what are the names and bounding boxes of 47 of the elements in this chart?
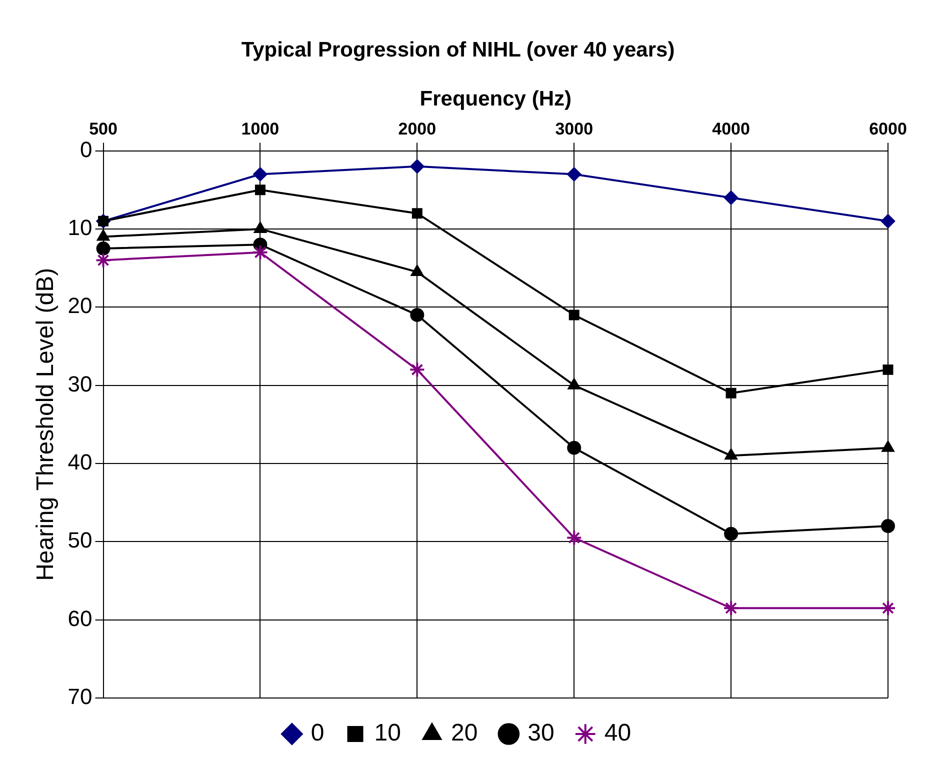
point <box>252 244 268 260</box>
point <box>96 242 110 256</box>
point <box>723 600 740 616</box>
point <box>881 214 895 228</box>
point <box>568 310 580 320</box>
point <box>724 526 738 541</box>
y-tick-label: 50 <box>68 528 92 553</box>
point <box>95 252 112 268</box>
legend-label: 30 <box>528 720 554 747</box>
x-tick-label: 3000 <box>555 119 594 138</box>
point <box>724 448 738 460</box>
x-tick-label: 2000 <box>398 119 436 138</box>
y-tick-label: 70 <box>68 684 92 710</box>
legend-label: 0 <box>310 720 324 747</box>
legend-label: 20 <box>450 720 478 747</box>
y-tick-label: 60 <box>68 606 92 631</box>
point <box>253 167 268 182</box>
point <box>882 364 894 375</box>
legend-label: 10 <box>374 720 401 747</box>
point <box>880 600 896 616</box>
y-tick-label: 40 <box>68 450 92 475</box>
point <box>567 167 582 182</box>
point <box>726 388 736 398</box>
point <box>412 208 422 219</box>
y-tick-label: 30 <box>68 371 92 396</box>
point <box>409 362 426 378</box>
x-tick-label: 1000 <box>241 119 280 138</box>
x-tick-label: 6000 <box>869 119 907 138</box>
point <box>724 190 738 205</box>
point <box>568 378 580 390</box>
legend-label: 40 <box>604 720 632 747</box>
point <box>410 308 424 322</box>
y-tick-label: 20 <box>68 293 92 318</box>
y-tick-label: 0 <box>80 136 92 162</box>
point <box>882 440 894 452</box>
point <box>410 159 424 174</box>
point <box>881 519 895 534</box>
x-tick-label: 500 <box>89 119 118 138</box>
y-tick-label: 10 <box>68 215 92 240</box>
y-axis-title: Hearing Threshold Level (dB) <box>32 268 60 581</box>
point <box>566 530 582 546</box>
point <box>97 230 110 241</box>
point <box>567 440 582 455</box>
point <box>254 184 266 196</box>
chart-title: Typical Progression of NIHL (over 40 years) <box>241 38 675 62</box>
x-tick-label: 4000 <box>712 119 750 138</box>
x-axis-title: Frequency (Hz) <box>420 88 572 111</box>
